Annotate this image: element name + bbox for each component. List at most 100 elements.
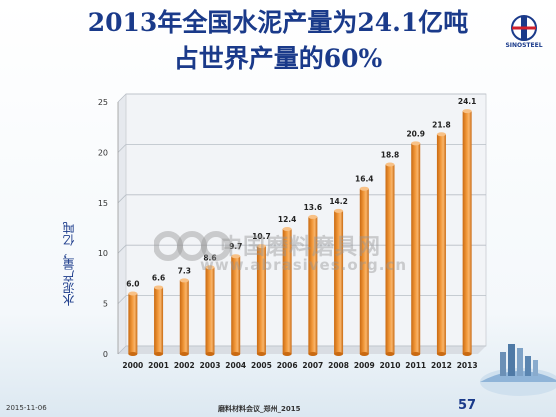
x-tick-label: 2002 [174, 361, 195, 370]
bar-body [462, 111, 472, 355]
data-label: 9.7 [229, 242, 242, 251]
city-globe-decoration-icon [480, 344, 556, 396]
bar-body [154, 287, 164, 354]
data-label: 13.6 [304, 203, 323, 212]
page-title-line-2: 占世界产量的60% [173, 44, 383, 73]
y-tick-label: 15 [98, 199, 108, 208]
gridline-side [117, 93, 127, 103]
bar [385, 162, 395, 356]
data-label: 8.6 [203, 253, 216, 262]
gridline-side [117, 345, 127, 355]
bar [462, 109, 472, 356]
bar-base [205, 352, 215, 356]
bar-base [154, 352, 164, 356]
bar-base [334, 352, 344, 356]
x-tick-label: 2010 [380, 361, 401, 370]
bar-body [205, 267, 215, 354]
x-tick-label: 2006 [277, 361, 298, 370]
data-label: 7.3 [178, 266, 191, 275]
watermark-text: 中国磨料磨具网 [220, 235, 382, 260]
bar-body [128, 293, 138, 354]
bar [231, 254, 241, 356]
bar-base [308, 352, 318, 356]
bar-body [436, 134, 446, 354]
x-tick-label: 2005 [251, 361, 272, 370]
bar-cap [231, 254, 241, 259]
data-label: 16.4 [355, 175, 374, 184]
data-label: 18.8 [381, 150, 400, 159]
bar-cap [128, 291, 138, 296]
data-label: 14.2 [329, 197, 348, 206]
data-label: 20.9 [406, 129, 425, 138]
y-tick-label: 5 [103, 300, 108, 309]
x-tick-label: 2008 [328, 361, 349, 370]
bar-cap [308, 214, 318, 219]
data-label: 12.4 [278, 215, 297, 224]
x-tick-label: 2011 [405, 361, 426, 370]
watermark-url: www.abrasives.org.cn [200, 256, 408, 274]
page-title-line-1: 2013年全国水泥产量为24.1亿吨 [87, 8, 469, 37]
x-tick-label: 2007 [302, 361, 323, 370]
bar-cap [385, 162, 395, 167]
y-tick-label: 20 [98, 148, 108, 157]
bar-cap [205, 265, 215, 270]
bar-base [282, 352, 292, 356]
bar [334, 208, 344, 356]
x-tick-label: 2000 [122, 361, 143, 370]
bar-base [359, 352, 369, 356]
bar [411, 141, 421, 356]
gridline-side [117, 295, 127, 304]
bar-base [411, 352, 421, 356]
bar [256, 244, 266, 356]
bar-base [385, 352, 395, 356]
bar [436, 132, 446, 356]
bar-cap [462, 109, 472, 114]
bar-base [256, 352, 266, 356]
gridline-side [117, 244, 127, 254]
bar [308, 214, 318, 356]
plot-side-wall [118, 94, 126, 354]
bar-base [462, 352, 472, 356]
y-tick-label: 0 [103, 350, 108, 359]
bar [282, 227, 292, 356]
y-tick-label: 25 [98, 98, 108, 107]
gridline-side [117, 144, 127, 153]
x-tick-label: 2013 [457, 361, 478, 370]
plot-floor [118, 346, 486, 354]
x-tick-label: 2009 [354, 361, 375, 370]
bar-body [308, 216, 318, 354]
logo-text: SINOSTEEL [505, 42, 543, 49]
bar-cap [154, 285, 164, 290]
bar-base [179, 352, 189, 356]
x-tick-label: 2001 [148, 361, 169, 370]
bar-cap [436, 132, 446, 137]
bar-cap [359, 186, 369, 191]
bar [179, 278, 189, 356]
bar [128, 291, 138, 356]
data-label: 10.7 [252, 232, 271, 241]
gridline-side [117, 194, 127, 204]
x-tick-label: 2012 [431, 361, 452, 370]
bar-base [231, 352, 241, 356]
bar-cap [282, 227, 292, 232]
bar [154, 285, 164, 356]
bar-cap [256, 244, 266, 249]
bar [205, 265, 215, 356]
bar-body [256, 246, 266, 354]
sinosteel-logo-icon [511, 15, 537, 41]
bar-body [359, 188, 369, 354]
bar [359, 186, 369, 356]
y-axis-label: 水泥产量，亿吨 [62, 222, 76, 306]
bar-body [385, 164, 395, 354]
bar-body [411, 143, 421, 354]
bar-body [231, 256, 241, 354]
footer-event: 磨料材料会议_郑州_2015 [218, 405, 301, 413]
bar-base [128, 352, 138, 356]
page-number: 57 [458, 398, 477, 413]
data-label: 6.0 [126, 280, 139, 289]
data-label: 6.6 [152, 273, 165, 282]
bar-cap [411, 141, 421, 146]
bar-body [334, 210, 344, 354]
footer-date: 2015-11-06 [6, 404, 47, 412]
